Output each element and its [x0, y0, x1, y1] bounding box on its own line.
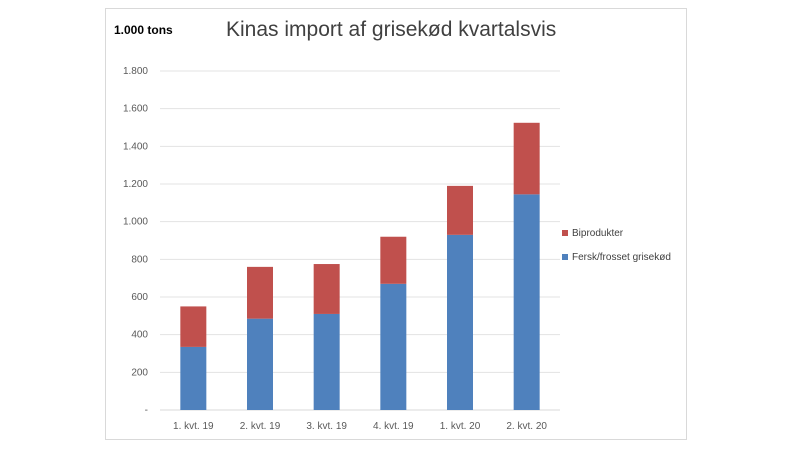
bar-segment-fersk	[447, 234, 473, 410]
legend: Biprodukter Fersk/frosset grisekød	[562, 226, 671, 274]
x-tick-label: 2. kvt. 19	[240, 421, 281, 432]
y-unit-label: 1.000 tons	[114, 23, 173, 37]
legend-label-biprodukter: Biprodukter	[572, 227, 624, 239]
x-tick-label: 2. kvt. 20	[506, 421, 547, 432]
y-tick-label: 1.000	[123, 217, 148, 228]
legend-item-biprodukter: Biprodukter	[562, 226, 671, 240]
bar-segment-biprodukter	[380, 236, 407, 284]
bar-segment-fersk	[380, 283, 407, 410]
y-tick-label: 1.600	[123, 104, 148, 115]
bar-segment-biprodukter	[247, 266, 273, 319]
y-tick-label: 1.200	[123, 179, 148, 190]
y-tick-label: 800	[131, 254, 148, 265]
legend-swatch-biprodukter	[562, 230, 568, 236]
legend-item-fersk: Fersk/frosset grisekød	[562, 250, 671, 264]
y-tick-label: 200	[131, 367, 148, 378]
x-tick-label: 3. kvt. 19	[306, 421, 347, 432]
y-tick-label: 1.800	[123, 66, 148, 77]
x-tick-label: 4. kvt. 19	[373, 421, 414, 432]
bar-segment-fersk	[313, 313, 340, 410]
bar-segment-biprodukter	[313, 264, 340, 314]
bar-segment-biprodukter	[513, 122, 540, 195]
bar-segment-fersk	[513, 194, 540, 410]
y-tick-label: 400	[131, 330, 148, 341]
chart-title: Kinas import af grisekød kvartalsvis	[226, 18, 557, 41]
x-tick-label: 1. kvt. 19	[173, 421, 214, 432]
legend-label-fersk: Fersk/frosset grisekød	[572, 251, 671, 263]
y-tick-label: 600	[131, 292, 148, 303]
y-tick-label: 1.400	[123, 141, 148, 152]
bar-segment-fersk	[247, 318, 273, 410]
x-tick-label: 1. kvt. 20	[440, 421, 481, 432]
bar-segment-biprodukter	[447, 185, 473, 235]
legend-swatch-fersk	[562, 254, 568, 260]
bar-segment-fersk	[180, 346, 207, 410]
y-tick-label: -	[145, 405, 148, 416]
bar-segment-biprodukter	[180, 306, 207, 347]
